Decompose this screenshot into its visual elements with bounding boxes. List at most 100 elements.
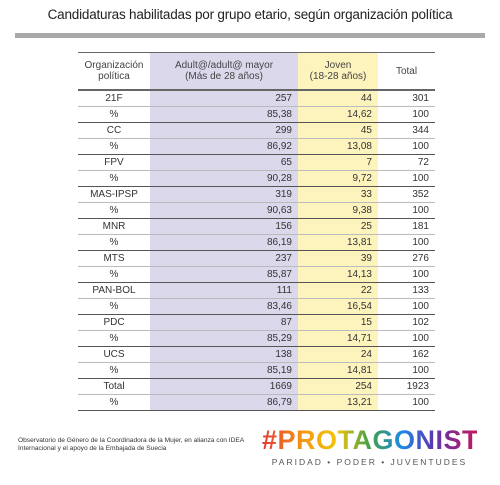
table-cell: 13,21 — [298, 394, 378, 411]
table-cell: 15 — [298, 314, 378, 331]
table-row: PAN-BOL 111 22 133 — [78, 282, 435, 299]
table-cell: 181 — [378, 218, 435, 235]
table-row: 21F 257 44 301 — [78, 90, 435, 107]
table-cell: 301 — [378, 90, 435, 107]
header-row: Organización política Adult@/adult@ mayor… — [78, 52, 435, 91]
table-cell: 24 — [298, 346, 378, 363]
table-cell: MNR — [78, 218, 150, 235]
table-cell: 100 — [378, 106, 435, 123]
table-cell: 22 — [298, 282, 378, 299]
table-cell: 14,13 — [298, 266, 378, 283]
table-cell: 344 — [378, 122, 435, 139]
column-header: Organización política — [78, 52, 150, 91]
table-cell: MAS-IPSP — [78, 186, 150, 203]
table-cell: 72 — [378, 154, 435, 171]
table-cell: % — [78, 138, 150, 155]
table-cell: 352 — [378, 186, 435, 203]
table-cell: PAN-BOL — [78, 282, 150, 299]
table-row: % 85,29 14,71 100 — [78, 330, 435, 347]
table-row: MTS 237 39 276 — [78, 250, 435, 267]
column-header: Total — [378, 52, 435, 91]
table-cell: % — [78, 234, 150, 251]
table-row: PDC 87 15 102 — [78, 314, 435, 331]
table-row: % 83,46 16,54 100 — [78, 298, 435, 315]
table-cell: % — [78, 330, 150, 347]
table-cell: MTS — [78, 250, 150, 267]
table-cell: 65 — [150, 154, 298, 171]
table-cell: 9,38 — [298, 202, 378, 219]
table-cell: 90,28 — [150, 170, 298, 187]
table-cell: 86,79 — [150, 394, 298, 411]
table-cell: 276 — [378, 250, 435, 267]
table-cell: 133 — [378, 282, 435, 299]
credit: Observatorio de Género de la Coordinador… — [18, 437, 244, 452]
table-row: % 90,63 9,38 100 — [78, 202, 435, 219]
table-cell: 254 — [298, 378, 378, 395]
table-cell: 86,19 — [150, 234, 298, 251]
table-row: UCS 138 24 162 — [78, 346, 435, 363]
table-cell: 83,46 — [150, 298, 298, 315]
table-row: MAS-IPSP 319 33 352 — [78, 186, 435, 203]
table-body: 21F 257 44 301% 85,38 14,62 100 CC 299 45 344% 86,9… — [78, 90, 435, 411]
table-row: % 90,28 9,72 100 — [78, 170, 435, 187]
table-cell: 100 — [378, 234, 435, 251]
table-cell: 85,38 — [150, 106, 298, 123]
table-cell: 237 — [150, 250, 298, 267]
column-header: Joven (18-28 años) — [298, 52, 378, 91]
table-cell: 86,92 — [150, 138, 298, 155]
table-cell: 1669 — [150, 378, 298, 395]
table-cell: 33 — [298, 186, 378, 203]
table-cell: 25 — [298, 218, 378, 235]
logo: #PROTAGONISTAS — [262, 425, 500, 455]
table-cell: 14,62 — [298, 106, 378, 123]
table-cell: 100 — [378, 138, 435, 155]
table-row: % 85,38 14,62 100 — [78, 106, 435, 123]
table-row: % 86,19 13,81 100 — [78, 234, 435, 251]
table-cell: 319 — [150, 186, 298, 203]
table-cell: PDC — [78, 314, 150, 331]
table-row: CC 299 45 344 — [78, 122, 435, 139]
column-header: Adult@/adult@ mayor (Más de 28 años) — [150, 52, 298, 91]
table-cell: 13,81 — [298, 234, 378, 251]
table-cell: 138 — [150, 346, 298, 363]
table-cell: 90,63 — [150, 202, 298, 219]
table-cell: 111 — [150, 282, 298, 299]
table-cell: % — [78, 362, 150, 379]
table-cell: 16,54 — [298, 298, 378, 315]
table-cell: % — [78, 170, 150, 187]
table-cell: 85,29 — [150, 330, 298, 347]
table-cell: 1923 — [378, 378, 435, 395]
table-cell: 100 — [378, 202, 435, 219]
table-cell: Total — [78, 378, 150, 395]
table-cell: % — [78, 298, 150, 315]
table-cell: 21F — [78, 90, 150, 107]
table-cell: CC — [78, 122, 150, 139]
table-row: Total 1669 254 1923 — [78, 378, 435, 395]
table-row: % 86,79 13,21 100 — [78, 394, 435, 411]
table-cell: 162 — [378, 346, 435, 363]
table-cell: 14,71 — [298, 330, 378, 347]
table-row: % 85,87 14,13 100 — [78, 266, 435, 283]
table: Organización política Adult@/adult@ mayor… — [78, 52, 435, 411]
table-cell: 85,87 — [150, 266, 298, 283]
table-cell: 100 — [378, 266, 435, 283]
table-cell: % — [78, 394, 150, 411]
table-cell: 100 — [378, 362, 435, 379]
table-cell: 45 — [298, 122, 378, 139]
table-cell: 7 — [298, 154, 378, 171]
table-row: % 85,19 14,81 100 — [78, 362, 435, 379]
table-row: % 86,92 13,08 100 — [78, 138, 435, 155]
table-cell: 100 — [378, 394, 435, 411]
table-cell: 100 — [378, 298, 435, 315]
table-cell: 299 — [150, 122, 298, 139]
table-cell: 13,08 — [298, 138, 378, 155]
table-cell: % — [78, 266, 150, 283]
table-cell: 100 — [378, 170, 435, 187]
table-cell: 85,19 — [150, 362, 298, 379]
title-rule — [15, 33, 485, 38]
tagline: PARIDAD • PODER • JUVENTUDES — [271, 457, 468, 467]
table-cell: 257 — [150, 90, 298, 107]
table-cell: 156 — [150, 218, 298, 235]
table-cell: 87 — [150, 314, 298, 331]
